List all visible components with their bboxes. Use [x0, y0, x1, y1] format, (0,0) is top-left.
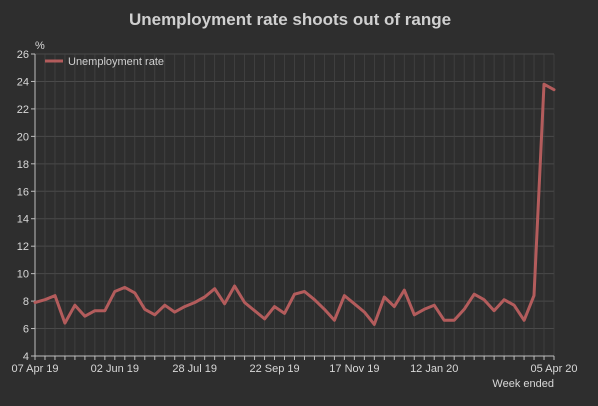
chart-title: Unemployment rate shoots out of range — [129, 10, 451, 29]
series-layer — [33, 82, 556, 326]
y-tick-label: 14 — [17, 214, 29, 226]
x-tick-label: 12 Jan 20 — [410, 363, 458, 375]
y-tick-label: 8 — [23, 296, 29, 308]
y-tick-label: 20 — [17, 131, 29, 143]
legend[interactable]: Unemployment rate — [45, 56, 164, 68]
axes — [31, 53, 555, 360]
x-tick-label: 05 Apr 20 — [530, 363, 577, 375]
y-tick-label: 12 — [17, 241, 29, 253]
x-tick-labels: 07 Apr 19 02 Jun 19 28 Jul 19 22 Sep 19 17 N… — [11, 363, 577, 375]
y-tick-label: 22 — [17, 104, 29, 116]
y-tick-label: 4 — [23, 351, 29, 363]
series-line-unemployment-rate — [33, 82, 556, 326]
y-tick-label: 24 — [17, 76, 29, 88]
y-tick-label: 10 — [17, 269, 29, 281]
y-tick-labels: 4 6 8 10 12 14 16 18 20 22 24 26 — [17, 49, 29, 363]
y-tick-label: 6 — [23, 324, 29, 336]
grid-lines — [34, 53, 555, 357]
x-tick-label: 28 Jul 19 — [172, 363, 217, 375]
x-tick-label: 22 Sep 19 — [249, 363, 299, 375]
y-tick-label: 26 — [17, 49, 29, 61]
y-tick-label: 18 — [17, 159, 29, 171]
y-axis-unit-label: % — [35, 40, 45, 52]
x-tick-label: 07 Apr 19 — [11, 363, 58, 375]
x-tick-label: 02 Jun 19 — [91, 363, 139, 375]
x-axis-label: Week ended — [492, 378, 554, 390]
legend-label[interactable]: Unemployment rate — [68, 56, 164, 68]
x-tick-label: 17 Nov 19 — [329, 363, 379, 375]
y-tick-label: 16 — [17, 186, 29, 198]
